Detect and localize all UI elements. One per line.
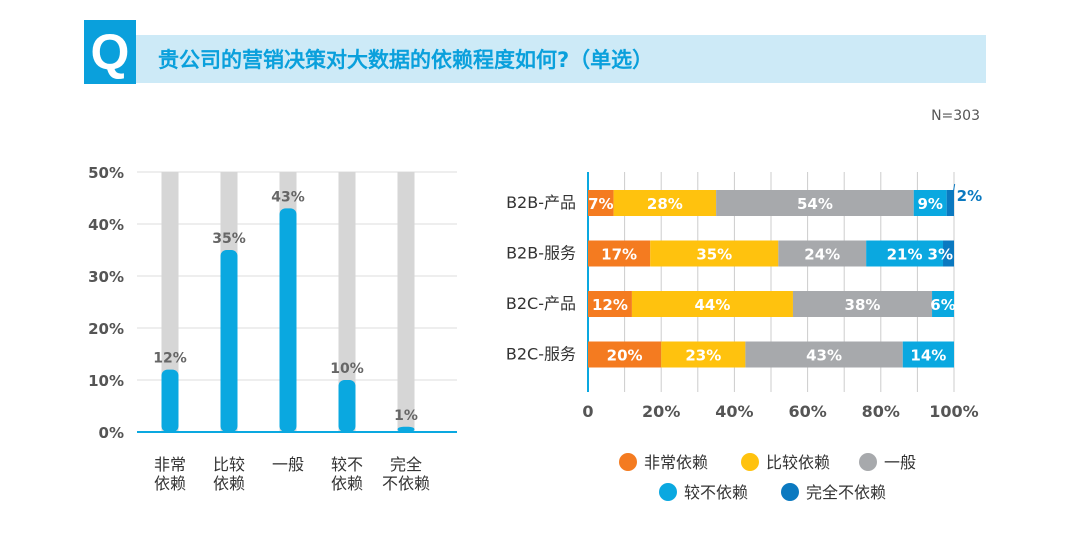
bar-segment [866, 240, 944, 267]
legend-label: 比较依赖 [766, 453, 830, 472]
data-label: 38% [845, 296, 881, 314]
callout-line [949, 183, 956, 211]
bar [161, 369, 179, 432]
data-label: 28% [647, 195, 683, 213]
bar-segment [661, 341, 746, 368]
bar-segment [613, 190, 717, 216]
data-label: 14% [910, 347, 946, 365]
x-tick-label: 100% [929, 402, 978, 421]
x-tick-label: 不依赖 [382, 474, 430, 493]
data-label: 35% [212, 231, 246, 247]
bar-segment [716, 190, 914, 216]
data-label: 43% [271, 189, 305, 205]
data-label: 23% [685, 347, 721, 365]
bar-background [338, 172, 356, 432]
bar-segment [778, 240, 867, 267]
legend-label: 完全不依赖 [806, 483, 886, 502]
x-tick-label: 非常 [154, 455, 186, 474]
y-tick-label: 0% [99, 424, 124, 442]
bar [338, 380, 356, 432]
x-tick-label: 完全 [390, 455, 422, 474]
data-label: 24% [804, 246, 840, 264]
bar [397, 426, 415, 432]
x-tick-label: 40% [715, 402, 753, 421]
y-tick-label: 20% [88, 320, 124, 338]
q-badge: Q [84, 20, 136, 84]
bar-segment [588, 240, 651, 267]
x-tick-label: 较不 [331, 455, 363, 474]
bar-segment [650, 240, 779, 267]
data-label: 3% [928, 246, 953, 264]
title-banner [136, 35, 986, 83]
bar [279, 208, 297, 432]
sample-size: N=303 [931, 108, 980, 124]
data-label: 35% [696, 246, 732, 264]
bar-segment [588, 341, 662, 368]
data-label: 54% [797, 195, 833, 213]
data-label: 9% [917, 195, 942, 213]
data-label: 12% [153, 351, 187, 367]
data-label: 17% [601, 246, 637, 264]
x-tick-label: 80% [862, 402, 900, 421]
x-tick-label: 0 [582, 402, 593, 421]
x-tick-label: 依赖 [331, 474, 363, 493]
legend-marker [859, 453, 877, 471]
bar-segment [946, 190, 954, 216]
y-tick-label: B2B-产品 [506, 193, 576, 212]
data-label: 6% [930, 296, 955, 314]
data-label: 44% [694, 296, 730, 314]
y-tick-label: 30% [88, 268, 124, 286]
bar-segment [792, 291, 933, 317]
y-tick-label: B2B-服务 [506, 244, 576, 263]
page-title: 贵公司的营销决策对大数据的依赖程度如何?（单选） [158, 48, 654, 72]
legend-marker [659, 483, 677, 501]
x-tick-label: 20% [642, 402, 680, 421]
bar-segment [745, 341, 903, 368]
bar-segment [588, 190, 614, 216]
bar-background [161, 172, 179, 432]
x-tick-label: 60% [788, 402, 826, 421]
y-tick-label: 40% [88, 216, 124, 234]
data-label: 1% [394, 408, 418, 424]
bar-segment [902, 341, 954, 368]
x-tick-label: 依赖 [213, 474, 245, 493]
bar-segment [913, 190, 947, 216]
legend-label: 一般 [884, 453, 916, 472]
legend-marker [781, 483, 799, 501]
data-label: 10% [330, 361, 364, 377]
y-tick-label: 50% [88, 164, 124, 182]
y-tick-label: B2C-服务 [506, 345, 576, 364]
data-label: 2% [957, 187, 982, 205]
data-label: 12% [592, 296, 628, 314]
bar [220, 250, 238, 432]
x-tick-label: 比较 [213, 455, 245, 474]
bar-background [397, 172, 415, 432]
data-label: 43% [806, 347, 842, 365]
bar-segment [943, 240, 954, 267]
bar-segment [932, 291, 954, 317]
legend-label: 较不依赖 [684, 483, 748, 502]
x-tick-label: 一般 [272, 455, 304, 474]
legend-marker [741, 453, 759, 471]
bar-segment [588, 291, 632, 317]
legend-marker [619, 453, 637, 471]
data-label: 21% [887, 246, 923, 264]
legend-label: 非常依赖 [644, 453, 708, 472]
y-tick-label: 10% [88, 372, 124, 390]
data-label: 7% [588, 195, 613, 213]
bar-segment [631, 291, 793, 317]
data-label: 20% [607, 347, 643, 365]
y-tick-label: B2C-产品 [506, 294, 576, 313]
x-tick-label: 依赖 [154, 474, 186, 493]
